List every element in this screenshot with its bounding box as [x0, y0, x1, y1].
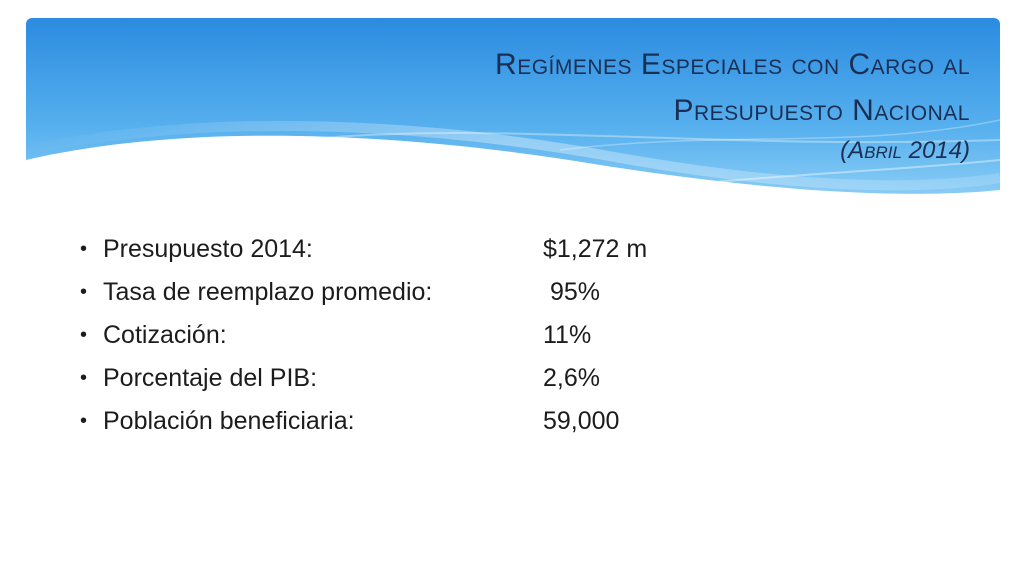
- item-label: Población beneficiaria:: [103, 407, 355, 435]
- item-label: Cotización:: [103, 321, 227, 349]
- list-item: • Cotización: 11%: [80, 314, 880, 357]
- item-label: Tasa de reemplazo promedio:: [103, 278, 433, 306]
- item-label: Presupuesto 2014:: [103, 235, 313, 263]
- bullet-marker: •: [80, 410, 88, 432]
- bullet-list: • Presupuesto 2014: $1,272 m • Tasa de r…: [80, 228, 880, 443]
- item-value: 11%: [543, 321, 592, 349]
- bullet-marker: •: [80, 367, 88, 389]
- item-value: $1,272 m: [543, 235, 648, 263]
- list-item: • Tasa de reemplazo promedio: 95%: [80, 271, 880, 314]
- list-item: • Porcentaje del PIB: 2,6%: [80, 357, 880, 400]
- title-line-1: Regímenes Especiales con Cargo al: [495, 48, 970, 81]
- list-item: • Población beneficiaria: 59,000: [80, 400, 880, 443]
- slide-subtitle: (Abril 2014): [840, 137, 970, 164]
- item-value: 59,000: [543, 407, 620, 435]
- item-label: Porcentaje del PIB:: [103, 364, 318, 392]
- header-wave-banner: [24, 18, 1001, 230]
- bullet-marker: •: [80, 238, 88, 260]
- item-value: 95%: [543, 278, 600, 306]
- item-value: 2,6%: [543, 364, 600, 392]
- title-line-2: Presupuesto Nacional: [673, 94, 970, 127]
- bullet-marker: •: [80, 281, 88, 303]
- bullet-marker: •: [80, 324, 88, 346]
- slide-title: Regímenes Especiales con Cargo al Presup…: [250, 42, 970, 168]
- list-item: • Presupuesto 2014: $1,272 m: [80, 228, 880, 271]
